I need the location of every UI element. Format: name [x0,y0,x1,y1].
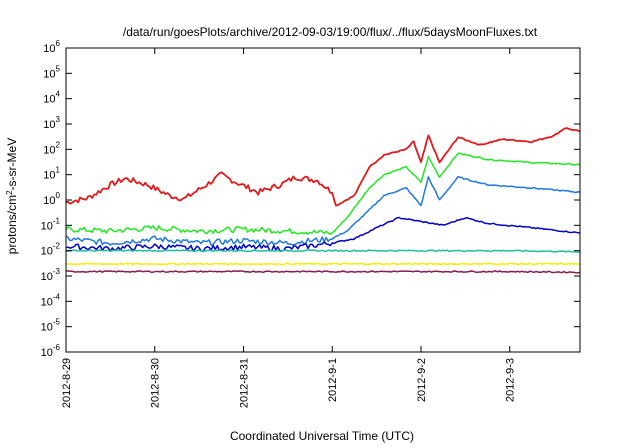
x-axis-label: Coordinated Universal Time (UTC) [230,429,414,443]
y-tick-label-exponent: -4 [53,292,61,301]
y-tick-label-base: 10 [43,94,55,106]
y-tick-label-exponent: 4 [56,90,61,99]
series-line [65,262,581,266]
y-tick-label-exponent: 0 [56,191,61,200]
series-line [65,175,581,246]
x-tick-label: 2012-8-31 [238,358,250,408]
x-tick-label: 2012-9-3 [505,358,517,402]
y-tick-label-exponent: -2 [53,242,61,251]
chart-title: /data/run/goesPlots/archive/2012-09-03/1… [123,25,538,39]
y-tick-label-exponent: 1 [56,166,61,175]
y-tick-label: 10-4 [41,292,61,308]
y-tick-label: 10-1 [41,216,61,232]
series-line [65,249,581,254]
y-tick-label-base: 10 [41,220,53,232]
x-tick-label: 2012-8-30 [150,358,162,408]
y-tick-label-base: 10 [43,144,55,156]
y-tick-label: 10-5 [41,318,61,334]
series-line [65,127,581,207]
y-tick-label-base: 10 [43,170,55,182]
y-tick-label: 105 [43,64,60,80]
plot-frame [65,47,581,353]
series-layer [65,127,581,274]
y-tick-label: 10-2 [41,242,61,258]
y-tick-label-base: 10 [43,119,55,131]
y-tick-label: 10-3 [41,267,61,283]
y-tick-label-base: 10 [43,43,55,55]
y-tick-label: 106 [43,39,60,55]
y-axis-label-sup: 2 [5,190,14,195]
y-tick-label-exponent: -1 [53,216,61,225]
y-tick-label: 101 [43,166,60,182]
y-tick-label-exponent: -3 [53,267,61,276]
series-line [66,270,581,274]
y-tick-label-exponent: 3 [56,115,61,124]
y-axis-label-pre: protons/cm [5,195,19,254]
y-tick-label-exponent: -5 [53,318,61,327]
y-tick-label: 100 [43,191,60,207]
y-tick-label: 10-6 [41,343,61,359]
series-line [65,216,581,253]
y-tick-label: 102 [43,140,60,156]
x-tick-label: 2012-9-1 [327,358,339,402]
y-tick-label-base: 10 [43,68,55,80]
y-axis-label: protons/cm2-s-sr-MeV [5,138,20,254]
y-tick-label: 104 [43,90,60,106]
y-tick-label-base: 10 [43,195,55,207]
y-tick-label-exponent: 5 [56,64,61,73]
x-tick-label: 2012-8-29 [61,358,73,408]
y-tick-label: 103 [43,115,60,131]
y-tick-label-exponent: 2 [56,140,61,149]
y-tick-label-base: 10 [41,296,53,308]
y-tick-label-base: 10 [41,271,53,283]
ticks-layer: 10-610-510-410-310-210-11001011021031041… [41,39,580,408]
y-tick-label-exponent: -6 [53,343,61,352]
y-tick-label-base: 10 [41,347,53,359]
y-tick-label-exponent: 6 [56,39,61,48]
series-line [65,152,581,236]
x-tick-label: 2012-9-2 [416,358,428,402]
y-tick-label-base: 10 [41,246,53,258]
y-tick-label-base: 10 [41,322,53,334]
y-axis-label-post: -s-sr-MeV [5,138,19,191]
